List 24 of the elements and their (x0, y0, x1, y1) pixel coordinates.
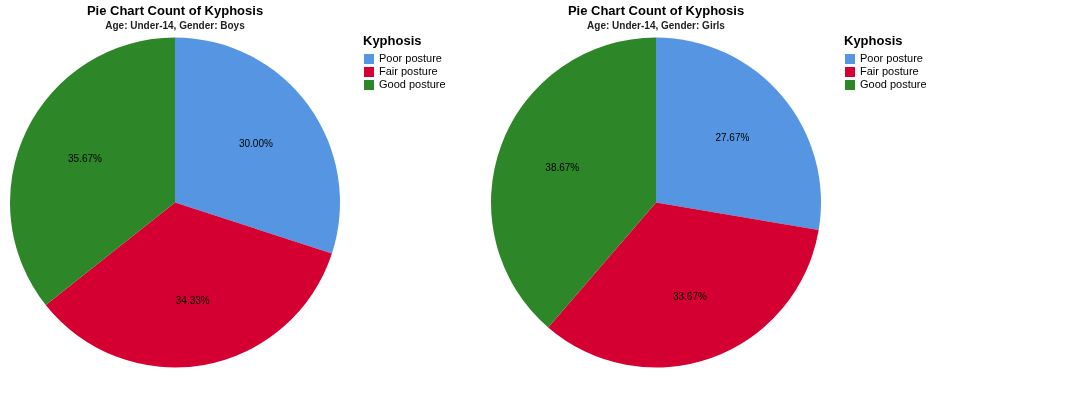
data-label: 38.67% (545, 161, 580, 173)
data-label: 35.67% (68, 152, 103, 164)
pie-slice (656, 37, 821, 231)
legend-label: Fair posture (379, 65, 438, 77)
pie-slice (175, 37, 340, 254)
chart-title: Pie Chart Count of Kyphosis (567, 3, 745, 18)
chart-subtitle: Age: Under-14, Gender: Girls (587, 20, 726, 31)
legend-label: Fair posture (860, 65, 919, 77)
legend-title: Kyphosis (844, 33, 903, 48)
legend-label: Poor posture (379, 52, 442, 64)
legend-label: Good posture (379, 78, 446, 90)
data-label: 30.00% (238, 137, 273, 149)
legend-label: Poor posture (860, 52, 923, 64)
data-label: 34.33% (175, 294, 210, 306)
chart-title: Pie Chart Count of Kyphosis (86, 3, 264, 18)
legend-label: Good posture (860, 78, 927, 90)
pie-slice (10, 37, 175, 306)
chart-subtitle: Age: Under-14, Gender: Boys (105, 20, 246, 31)
data-label: 33.67% (672, 290, 707, 302)
legend-title: Kyphosis (363, 33, 422, 48)
pie-slice (45, 202, 332, 368)
data-label: 27.67% (715, 131, 750, 143)
pie-slice (548, 202, 819, 368)
pie-slice (491, 37, 656, 328)
